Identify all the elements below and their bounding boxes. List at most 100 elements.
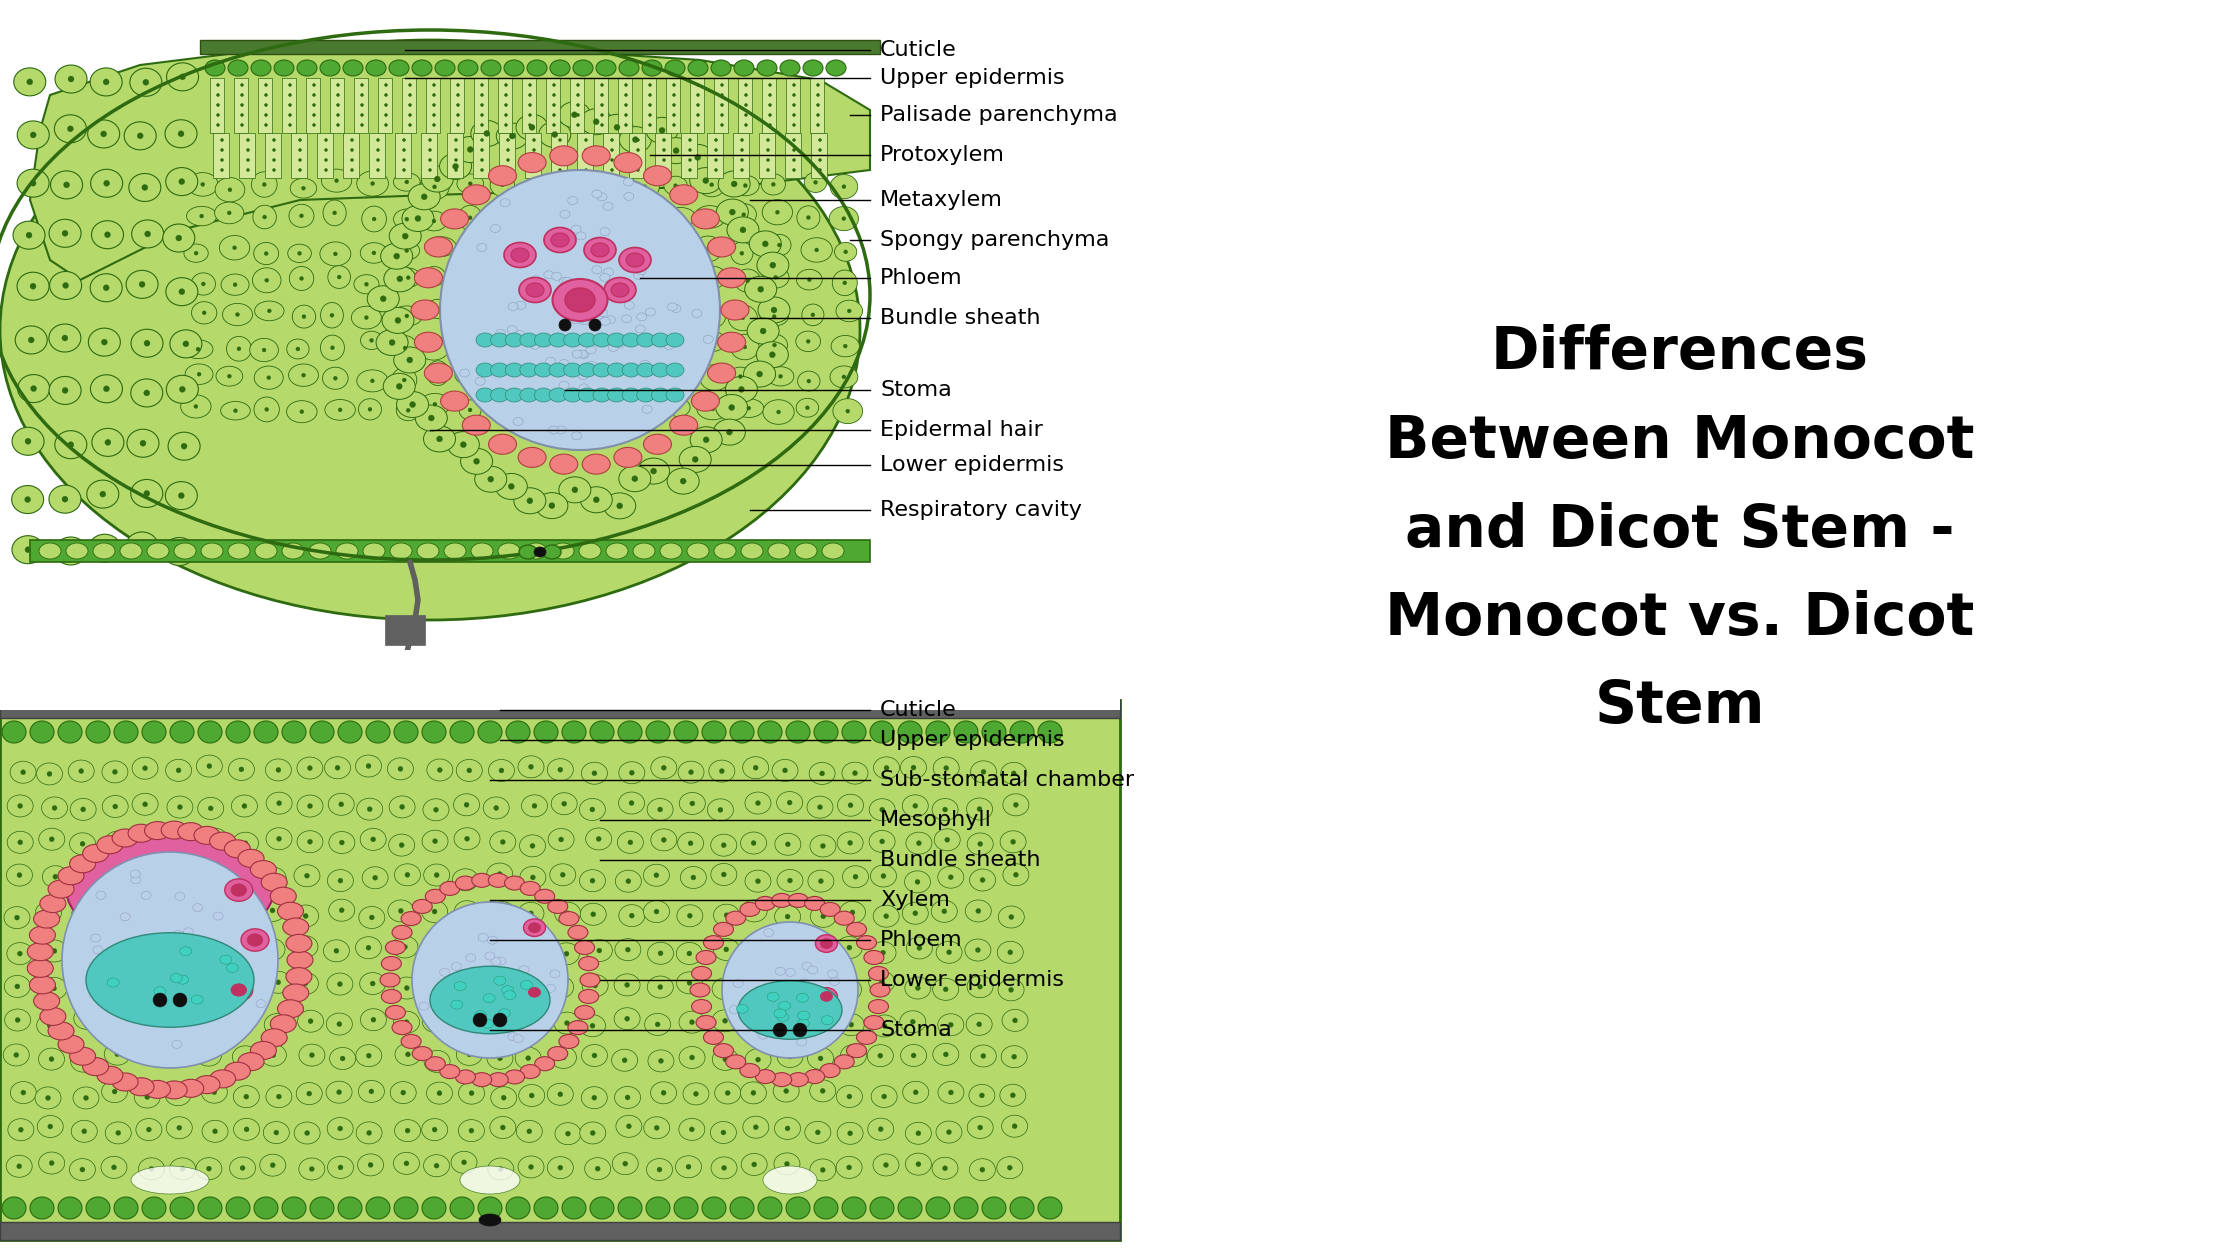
Ellipse shape <box>401 205 435 232</box>
Ellipse shape <box>38 1048 65 1070</box>
Circle shape <box>753 908 757 913</box>
Circle shape <box>101 339 108 345</box>
Circle shape <box>744 184 748 188</box>
Circle shape <box>408 93 412 97</box>
Ellipse shape <box>629 207 656 224</box>
Circle shape <box>432 103 435 107</box>
Ellipse shape <box>166 63 199 91</box>
Circle shape <box>206 1052 211 1057</box>
Circle shape <box>175 1092 181 1097</box>
Ellipse shape <box>497 123 529 149</box>
Circle shape <box>757 945 762 950</box>
Circle shape <box>697 103 699 107</box>
Bar <box>354 78 367 134</box>
Circle shape <box>112 770 116 775</box>
Circle shape <box>551 131 558 137</box>
Ellipse shape <box>970 1159 995 1181</box>
Circle shape <box>504 251 508 255</box>
Bar <box>500 134 515 178</box>
Ellipse shape <box>564 333 582 347</box>
Ellipse shape <box>146 1080 170 1099</box>
Ellipse shape <box>683 1082 708 1105</box>
Circle shape <box>603 215 607 220</box>
Ellipse shape <box>329 900 354 921</box>
Ellipse shape <box>148 1012 159 1019</box>
Circle shape <box>103 285 110 291</box>
Ellipse shape <box>759 1031 768 1039</box>
Text: Differences
Between Monocot
and Dicot Stem -
Monocot vs. Dicot
Stem: Differences Between Monocot and Dicot St… <box>1384 325 1976 736</box>
Ellipse shape <box>293 973 318 994</box>
Ellipse shape <box>282 919 309 936</box>
Ellipse shape <box>591 190 603 198</box>
Ellipse shape <box>329 1047 356 1070</box>
Ellipse shape <box>741 1082 766 1104</box>
Circle shape <box>576 113 580 116</box>
Circle shape <box>289 113 291 116</box>
Circle shape <box>811 312 815 316</box>
Bar <box>737 78 753 134</box>
Circle shape <box>750 1090 755 1095</box>
Circle shape <box>600 83 603 87</box>
Ellipse shape <box>255 999 267 1008</box>
Ellipse shape <box>533 1197 558 1218</box>
Circle shape <box>981 1053 986 1058</box>
Ellipse shape <box>85 932 253 1027</box>
Ellipse shape <box>426 360 450 386</box>
Circle shape <box>179 950 184 955</box>
Ellipse shape <box>197 936 222 959</box>
Circle shape <box>206 945 213 950</box>
Ellipse shape <box>94 946 103 954</box>
Circle shape <box>659 1058 663 1063</box>
Circle shape <box>361 93 363 97</box>
Circle shape <box>500 839 506 844</box>
Ellipse shape <box>692 391 719 411</box>
Circle shape <box>977 1125 983 1130</box>
Ellipse shape <box>7 1155 31 1177</box>
Ellipse shape <box>475 388 495 402</box>
Ellipse shape <box>168 432 199 460</box>
Ellipse shape <box>197 907 224 929</box>
Ellipse shape <box>726 377 757 402</box>
Circle shape <box>482 123 484 126</box>
Ellipse shape <box>396 392 428 417</box>
Circle shape <box>18 840 22 844</box>
Circle shape <box>246 879 251 885</box>
Ellipse shape <box>4 907 29 929</box>
Ellipse shape <box>997 941 1024 964</box>
Ellipse shape <box>907 937 932 959</box>
Circle shape <box>712 375 717 379</box>
Ellipse shape <box>96 1066 123 1085</box>
Circle shape <box>372 1017 376 1022</box>
Ellipse shape <box>323 367 347 389</box>
Circle shape <box>262 183 267 186</box>
Ellipse shape <box>607 543 627 559</box>
Ellipse shape <box>38 828 65 851</box>
Ellipse shape <box>184 340 213 359</box>
Ellipse shape <box>712 1009 737 1032</box>
Ellipse shape <box>936 941 963 963</box>
Circle shape <box>885 765 889 770</box>
Circle shape <box>264 83 267 87</box>
Circle shape <box>29 180 36 186</box>
Ellipse shape <box>13 222 45 249</box>
Ellipse shape <box>564 289 596 312</box>
Ellipse shape <box>231 984 246 997</box>
Ellipse shape <box>356 370 388 392</box>
Ellipse shape <box>965 939 990 961</box>
Ellipse shape <box>547 358 556 365</box>
Ellipse shape <box>558 476 591 503</box>
Ellipse shape <box>320 335 345 360</box>
Ellipse shape <box>121 912 130 921</box>
Circle shape <box>365 282 367 286</box>
Circle shape <box>470 311 475 316</box>
Circle shape <box>650 467 656 474</box>
Ellipse shape <box>737 980 842 1040</box>
Ellipse shape <box>811 1023 822 1032</box>
Circle shape <box>880 839 885 844</box>
Ellipse shape <box>869 971 894 993</box>
Ellipse shape <box>533 300 556 319</box>
Ellipse shape <box>181 394 211 418</box>
Ellipse shape <box>293 905 318 927</box>
Ellipse shape <box>298 1011 323 1032</box>
Circle shape <box>399 908 403 913</box>
